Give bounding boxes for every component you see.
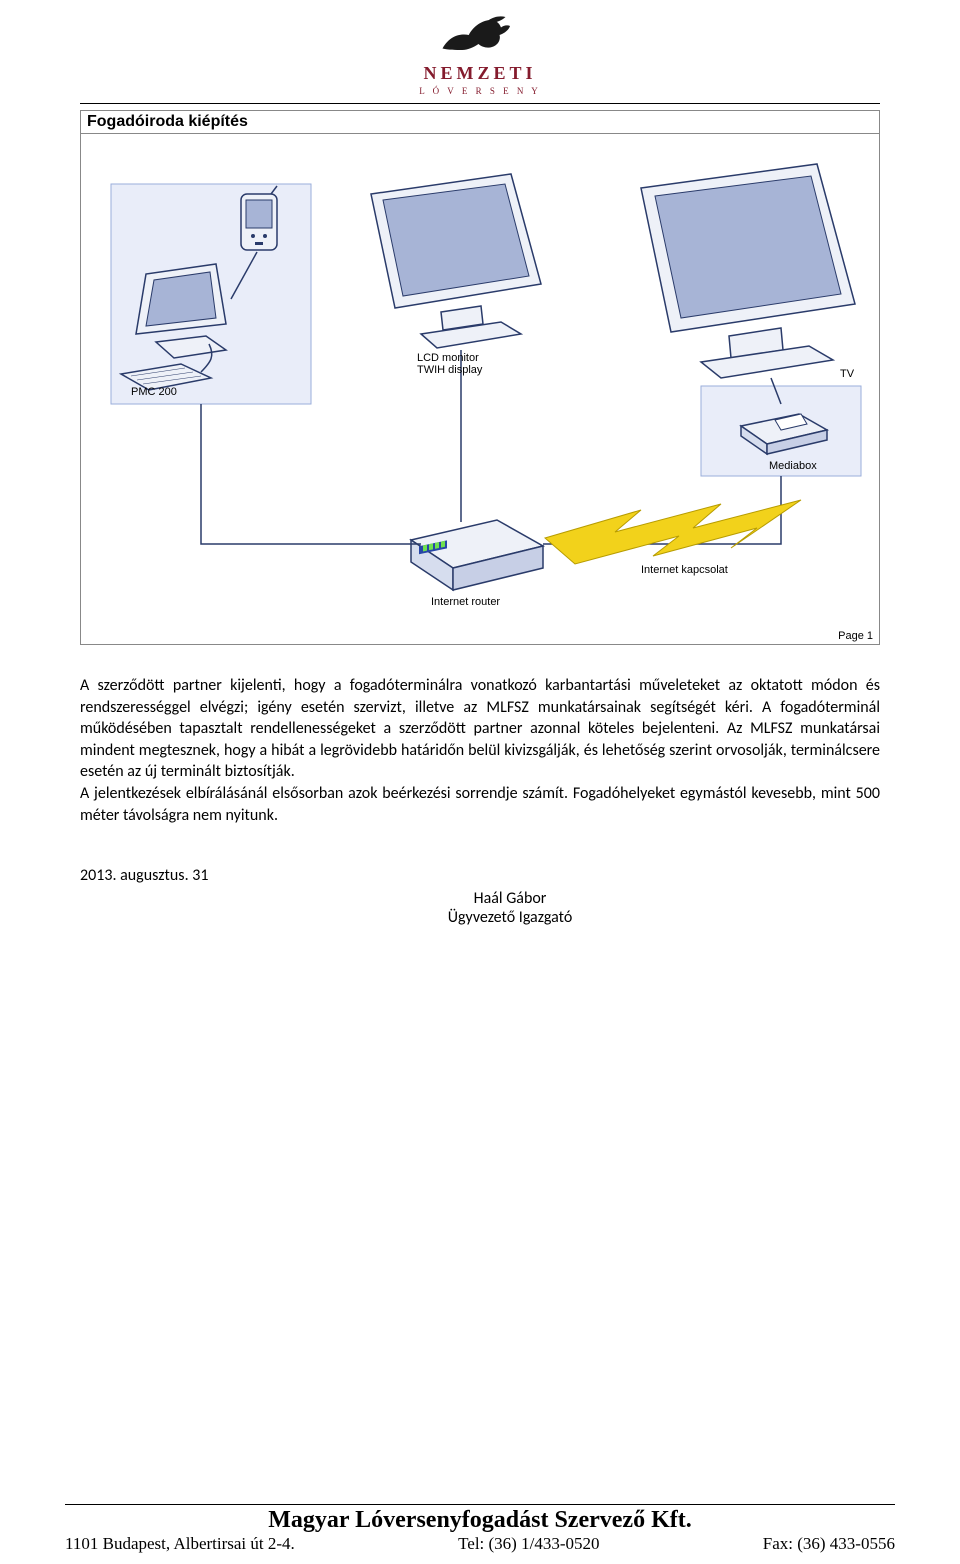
logo-title: NEMZETI (419, 63, 541, 84)
signatory-name: Haál Gábor (360, 889, 660, 908)
diagram-page-number: Page 1 (838, 630, 873, 642)
logo: NEMZETI L Ó V E R S E N Y (419, 10, 541, 96)
signatory-title: Ügyvezető Igazgató (360, 908, 660, 927)
date: 2013. augusztus. 31 (80, 866, 880, 885)
label-mediabox: Mediabox (769, 460, 817, 472)
page-header: NEMZETI L Ó V E R S E N Y (0, 0, 960, 99)
horse-icon (435, 10, 525, 60)
paragraph-2: A jelentkezések elbírálásánál elsősorban… (80, 783, 880, 826)
footer-company: Magyar Lóversenyfogadást Szervező Kft. (65, 1507, 895, 1534)
page-footer: Magyar Lóversenyfogadást Szervező Kft. 1… (65, 1504, 895, 1554)
label-tv: TV (837, 368, 857, 380)
footer-tel: Tel: (36) 1/433-0520 (458, 1534, 599, 1554)
diagram-title: Fogadóiroda kiépítés (81, 111, 879, 134)
footer-rule (65, 1504, 895, 1505)
footer-address: 1101 Budapest, Albertirsai út 2-4. (65, 1534, 295, 1554)
diagram-frame: Fogadóiroda kiépítés (80, 110, 880, 645)
paragraph-1: A szerződött partner kijelenti, hogy a f… (80, 675, 880, 783)
body-text: A szerződött partner kijelenti, hogy a f… (80, 675, 880, 826)
label-lcd-1: LCD monitor (417, 352, 479, 364)
label-lcd-2: TWIH display (417, 364, 482, 376)
label-pmc: PMC 200 (131, 386, 177, 398)
label-router: Internet router (431, 596, 500, 608)
logo-subtitle: L Ó V E R S E N Y (419, 86, 541, 96)
network-diagram: PMC 200 LCD monitor TWIH display TV Medi… (81, 134, 879, 644)
footer-fax: Fax: (36) 433-0556 (763, 1534, 895, 1554)
label-internet: Internet kapcsolat (641, 564, 728, 576)
header-rule (80, 103, 880, 104)
signatory-block: Haál Gábor Ügyvezető Igazgató (360, 889, 660, 927)
